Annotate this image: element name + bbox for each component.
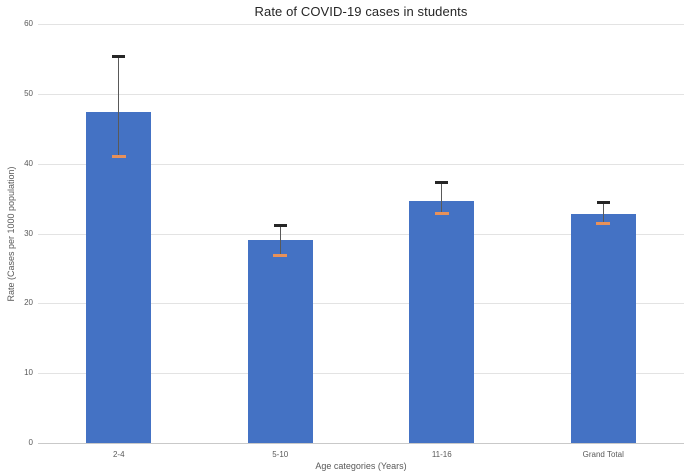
error-bar-line: [441, 182, 443, 214]
error-bar-lower-cap: [273, 254, 288, 258]
error-bar-line: [118, 56, 120, 157]
x-axis-title: Age categories (Years): [315, 461, 407, 471]
bar: [247, 240, 313, 443]
chart-title: Rate of COVID-19 cases in students: [254, 4, 468, 19]
y-tick-label: 10: [24, 368, 33, 378]
error-bar-upper-cap: [273, 224, 287, 228]
gridline: [38, 24, 684, 25]
x-tick-label: 2-4: [112, 450, 125, 459]
error-bar-line: [602, 202, 604, 224]
x-tick-label: Grand Total: [582, 450, 624, 459]
x-axis-line: [38, 443, 684, 444]
error-bar-upper-cap: [435, 181, 449, 185]
gridline: [38, 233, 684, 235]
error-bar-lower-cap: [434, 212, 449, 216]
y-tick-label: 20: [24, 298, 33, 308]
y-tick-label: 60: [24, 19, 33, 28]
error-bar-line: [279, 225, 281, 256]
y-tick-label: 30: [24, 228, 33, 238]
gridline: [38, 163, 684, 165]
bar: [409, 200, 475, 443]
error-bar-upper-cap: [112, 55, 126, 59]
gridline: [38, 373, 684, 375]
gridline: [38, 93, 684, 95]
x-tick-label: 11-16: [431, 450, 452, 459]
bar: [86, 111, 152, 443]
gridline: [38, 303, 684, 305]
error-bar-upper-cap: [596, 201, 610, 205]
y-tick-label: 40: [24, 158, 33, 168]
bar: [570, 213, 636, 443]
y-tick-label: 50: [24, 88, 33, 98]
x-tick-label: 5-10: [272, 450, 289, 459]
error-bar-lower-cap: [596, 221, 611, 225]
y-tick-label: 0: [28, 438, 33, 447]
error-bar-lower-cap: [111, 155, 126, 159]
